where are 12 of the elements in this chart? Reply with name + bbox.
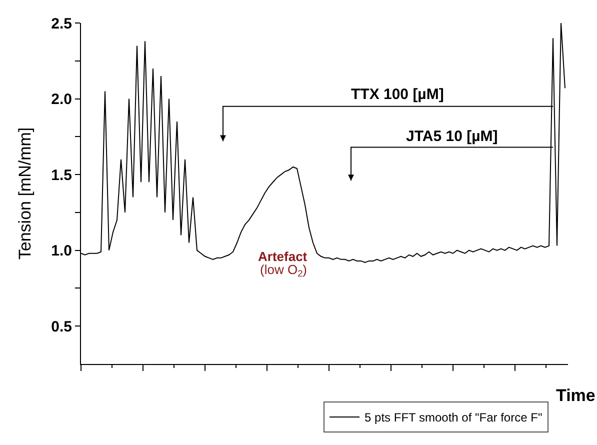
annotation: JTA5 10 [µM] <box>406 128 498 145</box>
y-tick-label: 1.0 <box>51 242 72 260</box>
y-tick-label: 0.5 <box>51 318 72 336</box>
legend-label: 5 pts FFT smooth of "Far force F" <box>364 410 542 425</box>
annotation: Artefact <box>258 249 308 264</box>
annotation: (low O$_{2}$) <box>260 262 307 279</box>
x-axis-title: Time <box>556 386 596 405</box>
y-axis-title: Tension [mN/mm] <box>16 127 35 260</box>
y-tick-label: 2.5 <box>51 15 72 32</box>
annotation: TTX 100 [µM] <box>351 86 444 103</box>
y-tick-label: 2.0 <box>51 91 72 108</box>
y-tick-label: 1.5 <box>51 166 72 184</box>
